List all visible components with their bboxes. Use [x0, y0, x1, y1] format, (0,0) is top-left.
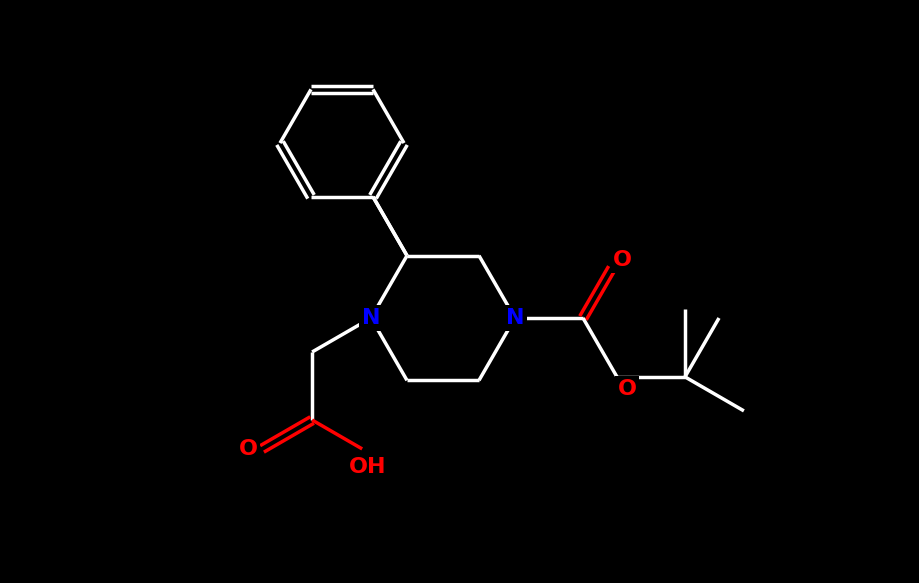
Text: N: N: [505, 308, 524, 328]
Text: O: O: [239, 439, 257, 459]
Text: OH: OH: [348, 457, 386, 477]
Text: N: N: [362, 308, 380, 328]
Text: O: O: [618, 379, 637, 399]
Text: O: O: [612, 250, 631, 270]
